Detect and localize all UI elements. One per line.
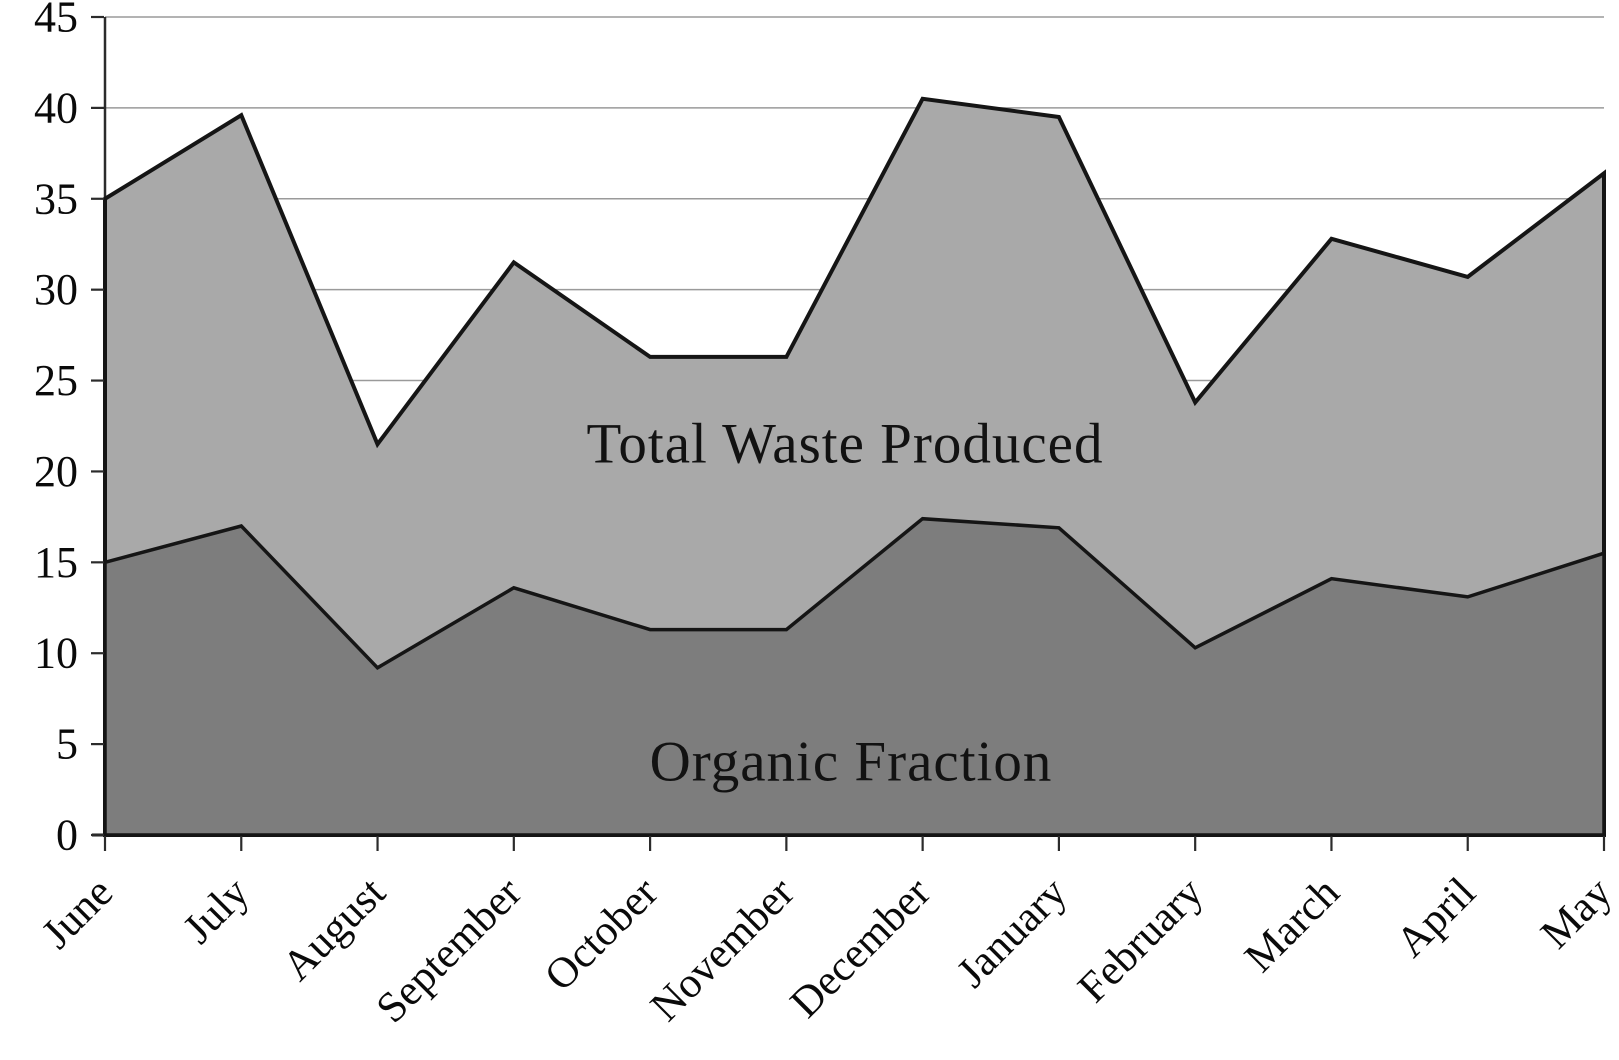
y-tick-label: 35 — [34, 174, 78, 223]
series-area-organic-fraction — [103, 516, 1606, 837]
y-tick-label: 5 — [56, 720, 78, 769]
y-tick-label: 25 — [34, 356, 78, 405]
y-tick-label: 40 — [34, 83, 78, 132]
y-tick-label: 10 — [34, 629, 78, 678]
series-label-total-waste: Total Waste Produced — [586, 412, 1104, 476]
series-label-organic-fraction: Organic Fraction — [649, 730, 1053, 794]
y-tick-label: 0 — [56, 811, 78, 860]
y-tick-label: 45 — [34, 0, 78, 42]
y-tick-label: 20 — [34, 447, 78, 496]
y-tick-label: 30 — [34, 265, 78, 314]
y-tick-label: 15 — [34, 538, 78, 587]
